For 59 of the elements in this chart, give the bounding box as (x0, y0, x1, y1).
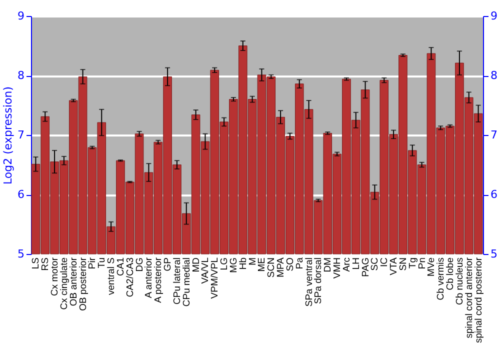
x-tick-label: SC (370, 257, 381, 271)
x-tick-label: ME (256, 258, 268, 272)
x-tick-label: CA2/CA3 (124, 258, 136, 298)
x-tick-label: MG (228, 258, 240, 273)
x-tick-label: Pir (87, 258, 98, 270)
x-tick-label: Cb nucleus (454, 257, 466, 306)
x-tick-label: SPa ventral (304, 258, 315, 307)
x-tick-label: Tg (407, 258, 418, 269)
y2-tick-label: 9 (490, 10, 498, 22)
x-tick-label: SCN (266, 257, 278, 278)
x-tick-label: PAG (360, 258, 372, 277)
x-tick-label: A posterior (153, 258, 164, 303)
x-tick-label: VPM/VPL (210, 258, 221, 299)
x-tick-label: M (247, 257, 258, 266)
y-tick-label: 8 (18, 69, 24, 82)
x-tick-label: CPu medial (181, 258, 192, 307)
x-tick-label: SO (284, 258, 296, 272)
x-tick-label: IC (379, 257, 390, 267)
y-tick-label: 9 (18, 10, 24, 22)
x-tick-label: Cx cingulate (58, 258, 70, 310)
x-tick-label: Arc (341, 257, 352, 272)
x-tick-label: DG (134, 258, 146, 272)
x-tick-label: LH (350, 257, 362, 270)
x-tick-label: Hb (238, 258, 249, 270)
x-tick-label: Pn (416, 258, 428, 270)
y-tick-label: 7 (18, 128, 24, 142)
x-tick-label: GP (162, 258, 174, 272)
x-tick-label: A anterior (144, 258, 155, 298)
x-tick-label: spinal cord anterior (464, 258, 475, 338)
y-axis-title: Log2 (expression) (2, 86, 14, 185)
x-tick-label: MVe (426, 258, 438, 277)
x-tick-label: LS (30, 258, 42, 270)
x-tick-label: Cb vermis (436, 257, 447, 300)
x-tick-label: OB anterior (68, 258, 80, 306)
x-tick-label: MD (190, 257, 202, 272)
x-tick-label: Cx motor (50, 258, 61, 296)
x-tick-label: Cb lobe (445, 258, 456, 290)
x-tick-label: Pa (294, 256, 306, 270)
x-tick-label: VA/VL (200, 258, 212, 284)
x-tick-label: RS (40, 258, 52, 271)
x-tick-label: ventral S (106, 258, 118, 295)
x-tick-label: CA1 (115, 258, 126, 276)
x-tick-label: LG (219, 258, 230, 270)
x-tick-label: DM (322, 257, 334, 272)
x-tick-label: spinal cord posterior (473, 258, 484, 344)
x-tick-label: MPA (276, 256, 287, 278)
y-tick-label: 5 (18, 248, 24, 260)
x-tick-label: CPu lateral (172, 258, 183, 304)
y2-tick-label: 8 (490, 69, 498, 82)
x-tick-label: VMH (332, 257, 344, 279)
x-tick-label: OB posterior (78, 258, 89, 311)
x-tick-label: Tu (96, 258, 108, 268)
x-tick-label: SPa dorsal (313, 258, 324, 304)
x-tick-label: VTA (388, 256, 400, 276)
y2-tick-label: 5 (490, 248, 498, 260)
x-tick-label: SN (398, 257, 409, 271)
y2-tick-label: 6 (490, 188, 498, 201)
y-tick-label: 6 (18, 188, 24, 201)
y2-tick-label: 7 (490, 128, 498, 142)
